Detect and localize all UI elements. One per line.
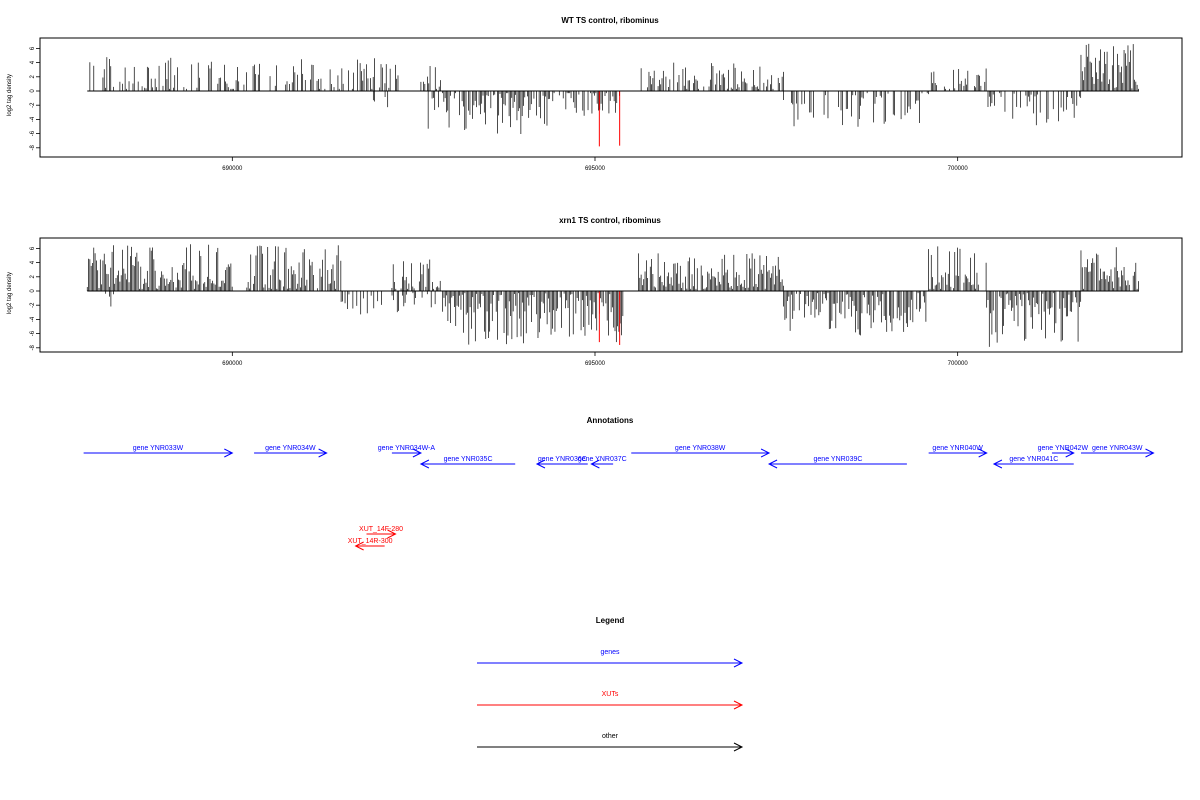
gene-label: gene YNR042W	[1038, 445, 1089, 452]
annotation-features: gene YNR033W gene YNR034W gene YNR034W-A ge…	[83, 445, 1155, 551]
gene-arrow: gene YNR042W	[1038, 445, 1089, 458]
gene-arrow: gene YNR036C	[535, 456, 588, 469]
y-tick-label: 0	[30, 289, 36, 293]
xrn1-ts-control-panel: xrn1 TS control, ribominus log2 tag dens…	[7, 216, 1183, 367]
xrn1-y-axis: -8 -6 -4 -2 0 2 4 6	[30, 246, 41, 350]
xut-label: XUT_14R-300	[348, 538, 393, 545]
x-tick-label: 700000	[948, 361, 969, 367]
y-tick-label: -2	[30, 302, 36, 308]
gene-arrow: gene YNR034W-A	[378, 445, 436, 458]
gene-label: gene YNR038W	[675, 445, 726, 452]
gene-arrow: gene YNR039C	[767, 456, 907, 469]
y-tick-label: -6	[30, 130, 36, 136]
y-tick-label: 2	[30, 274, 36, 278]
gene-label: gene YNR037C	[578, 456, 627, 463]
y-tick-label: 6	[30, 246, 36, 250]
gene-label: gene YNR039C	[814, 456, 863, 463]
xrn1-x-axis: 690000 695000 700000	[222, 352, 968, 367]
xrn1-panel-title: xrn1 TS control, ribominus	[559, 216, 661, 225]
annotations-track: Annotations gene YNR033W gene YNR034W gene…	[83, 416, 1155, 551]
y-tick-label: 4	[30, 260, 36, 264]
wt-x-axis: 690000 695000 700000	[222, 157, 968, 172]
y-tick-label: 4	[30, 60, 36, 64]
wt-tag-density-bars	[87, 43, 1139, 147]
annotations-title: Annotations	[587, 416, 634, 425]
gene-arrow: gene YNR037C	[578, 456, 627, 469]
x-tick-label: 690000	[222, 166, 243, 172]
y-tick-label: -8	[30, 144, 36, 150]
x-tick-label: 690000	[222, 361, 243, 367]
wt-panel-title: WT TS control, ribominus	[561, 16, 659, 25]
y-tick-label: 2	[30, 74, 36, 78]
legend-label: XUTs	[602, 691, 619, 698]
legend: Legend genes XUTs other	[477, 616, 744, 752]
gene-arrow: gene YNR035C	[419, 456, 516, 469]
gene-label: gene YNR035C	[444, 456, 493, 463]
wt-y-axis-label: log2 tag density	[7, 74, 13, 116]
xrn1-y-axis-label: log2 tag density	[7, 272, 13, 314]
gene-arrow: gene YNR043W	[1080, 445, 1155, 458]
y-tick-label: -8	[30, 344, 36, 350]
gene-label: gene YNR036C	[538, 456, 587, 463]
wt-ts-control-panel: WT TS control, ribominus log2 tag densit…	[7, 16, 1183, 172]
y-tick-label: 6	[30, 46, 36, 50]
gene-arrow: gene YNR033W	[83, 445, 234, 458]
gene-arrow: gene YNR041C	[992, 456, 1074, 469]
gene-label: gene YNR041C	[1009, 456, 1058, 463]
y-tick-label: -6	[30, 330, 36, 336]
x-tick-label: 695000	[585, 361, 606, 367]
xut-arrow: XUT_14R-300	[348, 538, 393, 551]
gene-label: gene YNR043W	[1092, 445, 1143, 452]
y-tick-label: -2	[30, 102, 36, 108]
x-tick-label: 695000	[585, 166, 606, 172]
y-tick-label: -4	[30, 116, 36, 122]
legend-items: genes XUTs other	[477, 649, 744, 752]
wt-plot-frame	[39, 37, 1183, 158]
gene-label: gene YNR034W-A	[378, 445, 436, 452]
x-tick-label: 700000	[948, 166, 969, 172]
legend-item-gene: genes	[477, 649, 744, 668]
legend-title: Legend	[596, 616, 625, 625]
legend-item-other: other	[477, 733, 744, 752]
y-tick-label: 0	[30, 89, 36, 93]
xut-label: XUT_14F-280	[359, 526, 403, 533]
gene-arrow: gene YNR034W	[254, 445, 328, 458]
gene-label: gene YNR034W	[265, 445, 316, 452]
gene-arrow: gene YNR040W	[928, 445, 988, 458]
legend-label: genes	[600, 649, 620, 656]
xrn1-tag-density-bars	[86, 244, 1139, 347]
y-tick-label: -4	[30, 316, 36, 322]
gene-label: gene YNR040W	[932, 445, 983, 452]
legend-label: other	[602, 733, 619, 740]
gene-arrow: gene YNR038W	[631, 445, 771, 458]
legend-item-xut: XUTs	[477, 691, 744, 710]
gene-label: gene YNR033W	[133, 445, 184, 452]
wt-y-axis: -8 -6 -4 -2 0 2 4 6	[30, 46, 41, 150]
xut-arrow: XUT_14F-280	[359, 526, 403, 539]
